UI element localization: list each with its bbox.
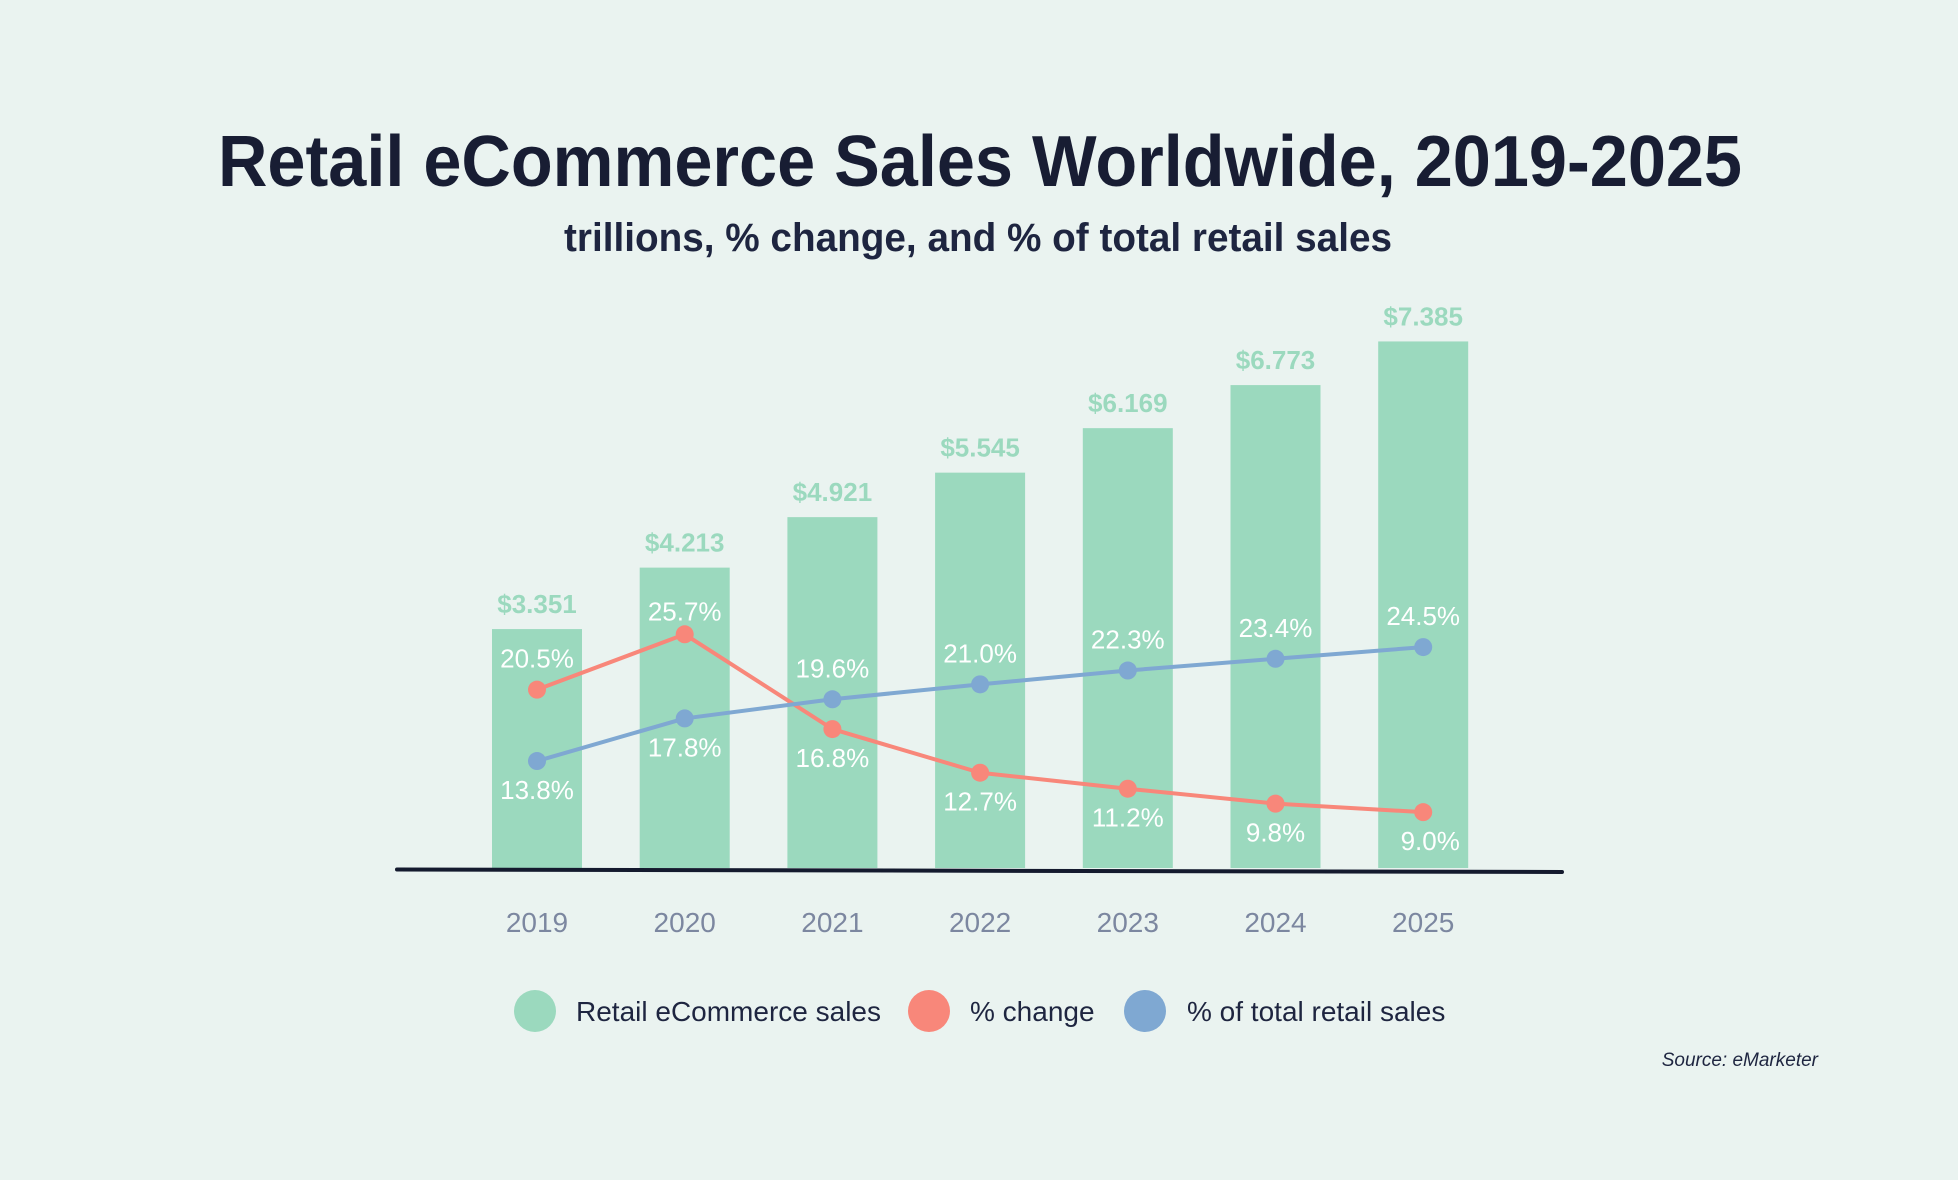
percent-of-total-point-2022 [971, 675, 990, 694]
percent-change-point-2022 [971, 763, 990, 782]
percent-of-total-label-2020: 17.8% [648, 732, 722, 762]
bar-value-label-2024: $6.773 [1236, 345, 1316, 375]
percent-of-total-label-2021: 19.6% [796, 653, 870, 683]
bar-2022 [935, 472, 1026, 868]
x-tick-2019: 2019 [506, 907, 568, 938]
percent-change-label-2024: 9.8% [1246, 818, 1305, 848]
x-tick-labels: 2019 2020 2021 2022 2023 2024 2025 [506, 907, 1454, 938]
percent-change-point-2023 [1118, 779, 1137, 798]
x-tick-2025: 2025 [1392, 907, 1454, 938]
bar-2025 [1378, 341, 1469, 869]
chart-title: Retail eCommerce Sales Worldwide, 2019-2… [218, 122, 1742, 202]
legend-item-percent-of-total: % of total retail sales [1124, 990, 1445, 1032]
percent-of-total-point-2024 [1266, 649, 1285, 668]
legend-swatch-green-icon [514, 990, 556, 1032]
bar-value-label-2022: $5.545 [940, 433, 1020, 463]
lines-group [528, 625, 1433, 822]
percent-change-label-2023: 11.2% [1092, 803, 1164, 833]
percent-of-total-point-2025 [1414, 638, 1433, 657]
x-tick-2020: 2020 [654, 907, 716, 938]
x-axis-line [395, 867, 1564, 874]
percent-of-total-label-2023: 22.3% [1091, 625, 1165, 655]
x-tick-2024: 2024 [1244, 907, 1306, 938]
source-note: Source: eMarketer [1662, 1050, 1819, 1071]
percent-change-point-2019 [528, 680, 546, 699]
percent-of-total-label-2019: 13.8% [500, 775, 574, 805]
x-tick-2022: 2022 [949, 907, 1011, 938]
percent-of-total-point-2019 [528, 752, 546, 771]
bar-2024 [1230, 385, 1321, 868]
bar-value-label-2019: $3.351 [497, 589, 577, 619]
percent-change-label-2022: 12.7% [943, 787, 1017, 817]
percent-of-total-point-2021 [823, 690, 842, 709]
bar-value-label-2025: $7.385 [1383, 301, 1463, 331]
percent-change-label-2020: 25.7% [648, 596, 722, 626]
legend-label: % of total retail sales [1187, 996, 1445, 1027]
percent-change-label-2021: 16.8% [796, 743, 870, 773]
percent-of-total-point-2020 [675, 709, 694, 728]
bars-group [492, 341, 1469, 869]
chart-subtitle: trillions, % change, and % of total reta… [564, 216, 1392, 260]
percent-change-label-2019: 20.5% [500, 644, 574, 674]
bar-value-label-2020: $4.213 [645, 528, 725, 558]
percent-change-point-2021 [823, 720, 842, 739]
legend-item-retail-ecommerce-sales: Retail eCommerce sales [514, 990, 881, 1032]
percent-change-point-2024 [1266, 794, 1285, 813]
percent-of-total-label-2025: 24.5% [1386, 601, 1460, 631]
percent-change-point-2025 [1414, 803, 1433, 822]
legend-swatch-blue-icon [1124, 990, 1166, 1032]
legend-item-percent-change: % change [908, 990, 1095, 1032]
labels-group: $3.351 $4.213 $4.921 $5.545 $6.169 $6.773 $7.3… [497, 301, 1463, 856]
percent-of-total-point-2023 [1118, 661, 1137, 680]
percent-of-total-label-2022: 21.0% [943, 638, 1017, 668]
legend: Retail eCommerce sales % change % of tot… [514, 990, 1445, 1032]
legend-label: Retail eCommerce sales [576, 996, 881, 1027]
legend-label: % change [970, 996, 1095, 1027]
x-tick-2021: 2021 [801, 907, 863, 938]
percent-of-total-label-2024: 23.4% [1239, 613, 1313, 643]
bar-value-label-2021: $4.921 [793, 477, 873, 507]
x-tick-2023: 2023 [1097, 907, 1159, 938]
percent-change-label-2025: 9.0% [1401, 826, 1460, 856]
legend-swatch-red-icon [908, 990, 950, 1032]
bar-2019 [492, 629, 582, 868]
percent-change-point-2020 [675, 625, 694, 644]
bar-value-label-2023: $6.169 [1088, 388, 1168, 418]
